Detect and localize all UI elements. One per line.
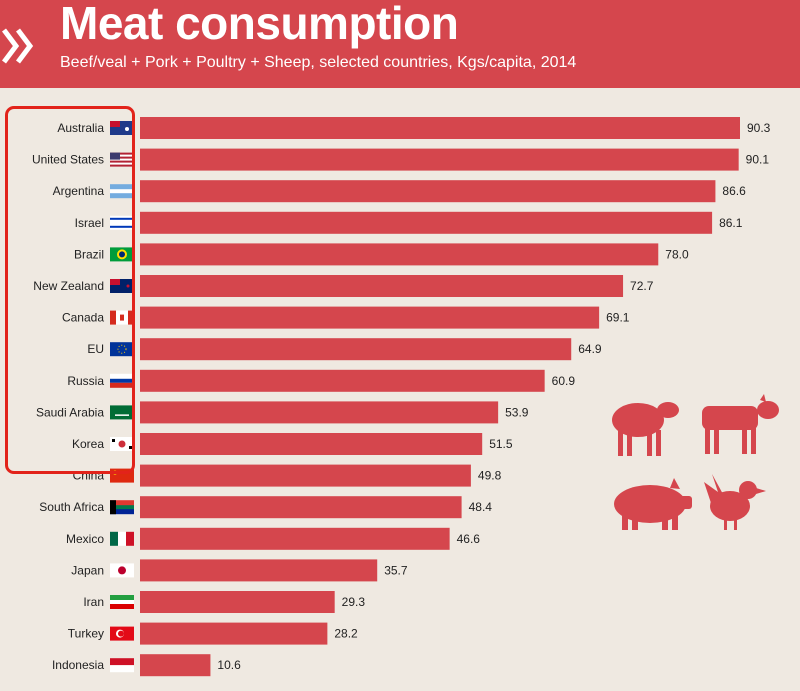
data-label: 78.0	[665, 247, 689, 261]
australia-flag	[110, 121, 134, 135]
category-label: Turkey	[68, 627, 104, 641]
data-label: 35.7	[384, 563, 408, 577]
category-label: Saudi Arabia	[36, 405, 104, 419]
chart-subtitle: Beef/veal + Pork + Poultry + Sheep, sele…	[60, 54, 577, 71]
category-label: Iran	[83, 595, 104, 609]
bar	[140, 338, 572, 361]
bar	[140, 654, 211, 677]
new-zealand-flag	[110, 279, 134, 293]
korea-flag	[110, 437, 134, 451]
category-label: Korea	[72, 437, 104, 451]
category-label: Brazil	[74, 247, 104, 261]
chevron-logo-icon	[2, 28, 34, 64]
data-label: 48.4	[469, 500, 493, 514]
data-label: 10.6	[217, 658, 241, 672]
meat-icons	[612, 394, 779, 530]
category-label: Israel	[75, 216, 104, 230]
bar	[140, 180, 716, 203]
israel-flag	[110, 215, 134, 230]
data-label: 49.8	[478, 469, 502, 483]
data-label: 90.1	[746, 153, 770, 167]
category-label: Argentina	[53, 184, 105, 198]
chart-header: Meat consumption Beef/veal + Pork + Poul…	[0, 0, 800, 88]
category-label: South Africa	[39, 500, 104, 514]
data-label: 60.9	[552, 374, 576, 388]
data-label: 28.2	[334, 627, 358, 641]
category-label: Mexico	[66, 532, 104, 546]
category-label: EU	[87, 342, 104, 356]
bar	[140, 559, 378, 582]
data-label: 51.5	[489, 437, 513, 451]
data-label: 86.1	[719, 216, 743, 230]
bar	[140, 591, 335, 613]
data-label: 72.7	[630, 279, 654, 293]
turkey-flag	[110, 626, 134, 641]
indonesia-flag	[110, 658, 134, 673]
russia-flag	[110, 373, 134, 388]
mexico-flag	[110, 531, 134, 546]
bar	[140, 243, 659, 266]
bar	[140, 369, 545, 392]
usa-flag	[110, 152, 134, 167]
bar	[140, 148, 739, 171]
chart-title: Meat consumption	[60, 0, 459, 49]
data-label: 64.9	[578, 342, 602, 356]
cow-icon	[702, 394, 779, 454]
bar-chart: Australia 90.3 United States 90.1 Argentina 8…	[32, 117, 771, 677]
sheep-icon	[612, 402, 679, 456]
bar	[140, 117, 740, 139]
bar	[140, 622, 328, 645]
south-africa-flag	[110, 500, 134, 515]
category-label: Japan	[71, 563, 104, 577]
bar	[140, 433, 483, 455]
data-label: 69.1	[606, 311, 630, 325]
saudi-arabia-flag	[110, 405, 134, 420]
data-label: 86.6	[722, 184, 746, 198]
brazil-flag	[110, 247, 134, 262]
bar	[140, 211, 713, 234]
bar	[140, 496, 462, 519]
chicken-icon	[704, 474, 766, 530]
category-label: United States	[32, 153, 104, 167]
iran-flag	[110, 595, 134, 609]
japan-flag	[110, 563, 134, 578]
category-label: Russia	[67, 374, 104, 388]
pig-icon	[614, 478, 692, 530]
category-label: Indonesia	[52, 658, 104, 672]
category-label: Canada	[62, 311, 104, 325]
category-label: New Zealand	[33, 279, 104, 293]
category-label: Australia	[57, 121, 104, 135]
bar	[140, 464, 471, 487]
bar	[140, 275, 624, 297]
bar	[140, 527, 450, 550]
data-label: 90.3	[747, 121, 771, 135]
data-label: 53.9	[505, 405, 529, 419]
highlight-box	[5, 106, 135, 474]
data-label: 29.3	[342, 595, 366, 609]
bar	[140, 306, 600, 329]
data-label: 46.6	[457, 532, 481, 546]
canada-flag	[110, 310, 134, 325]
argentina-flag	[110, 184, 134, 199]
bar	[140, 401, 499, 424]
eu-flag	[110, 342, 134, 357]
